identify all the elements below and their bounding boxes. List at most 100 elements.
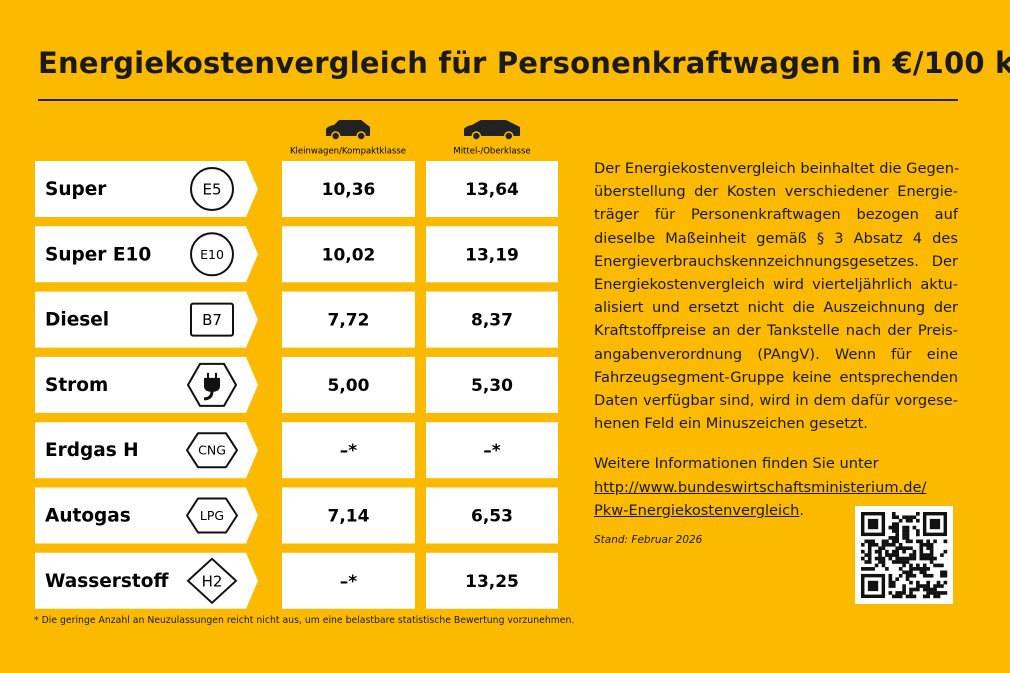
qr-module <box>867 549 872 554</box>
qr-module <box>905 577 910 581</box>
qr-module <box>871 539 875 544</box>
value-cell <box>282 226 415 283</box>
qr-module <box>916 563 920 568</box>
qr-module <box>878 546 882 551</box>
qr-module <box>929 587 934 592</box>
qr-module <box>933 587 937 592</box>
badge-label: H2 <box>202 572 223 590</box>
qr-module <box>905 536 910 540</box>
qr-module <box>912 553 917 557</box>
qr-module <box>902 549 906 554</box>
value-cell <box>426 226 558 283</box>
qr-module <box>895 591 900 595</box>
fuel-name: Autogas <box>45 506 131 527</box>
qr-module <box>885 549 889 554</box>
qr-module <box>933 539 937 544</box>
badge <box>190 167 234 211</box>
qr-module <box>891 584 896 588</box>
qr-module <box>881 542 886 547</box>
qr-module <box>929 560 934 564</box>
qr-module <box>916 580 920 585</box>
qr-module <box>926 546 930 551</box>
qr-module <box>940 570 944 575</box>
qr-module <box>926 580 930 585</box>
badge-label: CNG <box>198 443 226 458</box>
qr-module <box>885 542 889 547</box>
qr-module <box>902 563 906 568</box>
qr-module <box>933 591 937 595</box>
link[interactable]: http://www.bundeswirtschaftsministerium.… <box>594 479 927 496</box>
qr-module <box>926 539 930 544</box>
description-line: henen Feld ein Minuszeichen gesetzt. <box>594 415 868 433</box>
fuel-name: Erdgas H <box>45 440 139 461</box>
qr-module <box>919 570 924 575</box>
qr-module <box>891 529 896 533</box>
description-line: träger für Personenkraftwagen bezogen au… <box>594 206 958 224</box>
footnote: * Die geringe Anzahl an Neuzulassungen r… <box>34 615 575 626</box>
qr-module <box>867 560 872 564</box>
value-cell <box>282 161 415 217</box>
qr-module <box>943 573 948 578</box>
qr-module <box>891 525 896 530</box>
car-wheel <box>471 131 482 141</box>
qr-module <box>874 542 879 547</box>
qr-module <box>936 591 941 595</box>
link-line[interactable]: Pkw-Energiekostenvergleich. <box>594 502 804 519</box>
column-header: Mittel-/Oberklasse <box>453 147 530 157</box>
link-line[interactable]: http://www.bundeswirtschaftsministerium.… <box>594 479 926 496</box>
qr-module <box>874 549 879 554</box>
qr-module <box>926 553 930 557</box>
more-info: Weitere Informationen finden Sie unter <box>594 455 879 472</box>
qr-module <box>922 587 927 592</box>
qr-module <box>940 573 944 578</box>
qr-module <box>905 525 910 530</box>
qr-module <box>871 542 875 547</box>
qr-module <box>878 553 882 557</box>
title: Energiekostenvergleich für Personenkraft… <box>38 46 1010 80</box>
qr-module <box>867 542 872 547</box>
value-cell <box>426 161 558 217</box>
qr-module <box>878 560 882 564</box>
qr-module <box>929 573 934 578</box>
qr-module <box>861 567 865 571</box>
qr-module <box>929 556 934 561</box>
qr-module <box>916 584 920 588</box>
qr-module <box>929 546 934 551</box>
qr-module <box>919 549 924 554</box>
qr-module <box>902 587 906 592</box>
qr-module <box>909 539 913 544</box>
qr-module <box>933 594 937 599</box>
qr-module <box>885 567 889 571</box>
qr-module <box>888 584 893 588</box>
qr-module <box>874 563 879 568</box>
qr-module <box>898 594 903 599</box>
badge <box>190 232 234 277</box>
qr-module <box>929 549 934 554</box>
qr-module <box>861 549 865 554</box>
qr-module <box>871 567 875 571</box>
qr-module <box>912 549 917 554</box>
value-cell <box>426 487 558 544</box>
value: 8,37 <box>471 311 513 331</box>
badge-label: LPG <box>200 508 224 523</box>
qr-module <box>922 584 927 588</box>
qr-module <box>895 546 900 551</box>
qr-module <box>881 563 886 568</box>
qr-module <box>919 542 924 547</box>
qr-finder <box>929 518 941 530</box>
qr-module <box>926 542 930 547</box>
qr-module <box>891 515 896 520</box>
qr-module <box>888 536 893 540</box>
qr-module <box>919 546 924 551</box>
qr-module <box>888 573 893 578</box>
qr-module <box>940 591 944 595</box>
value: 13,19 <box>465 245 519 265</box>
qr-code[interactable] <box>855 506 953 604</box>
value: 10,36 <box>322 180 376 200</box>
qr-module <box>895 594 900 599</box>
link[interactable]: Pkw-Energiekostenvergleich <box>594 502 800 519</box>
qr-module <box>864 539 869 544</box>
qr-module <box>936 594 941 599</box>
qr-module <box>909 573 913 578</box>
